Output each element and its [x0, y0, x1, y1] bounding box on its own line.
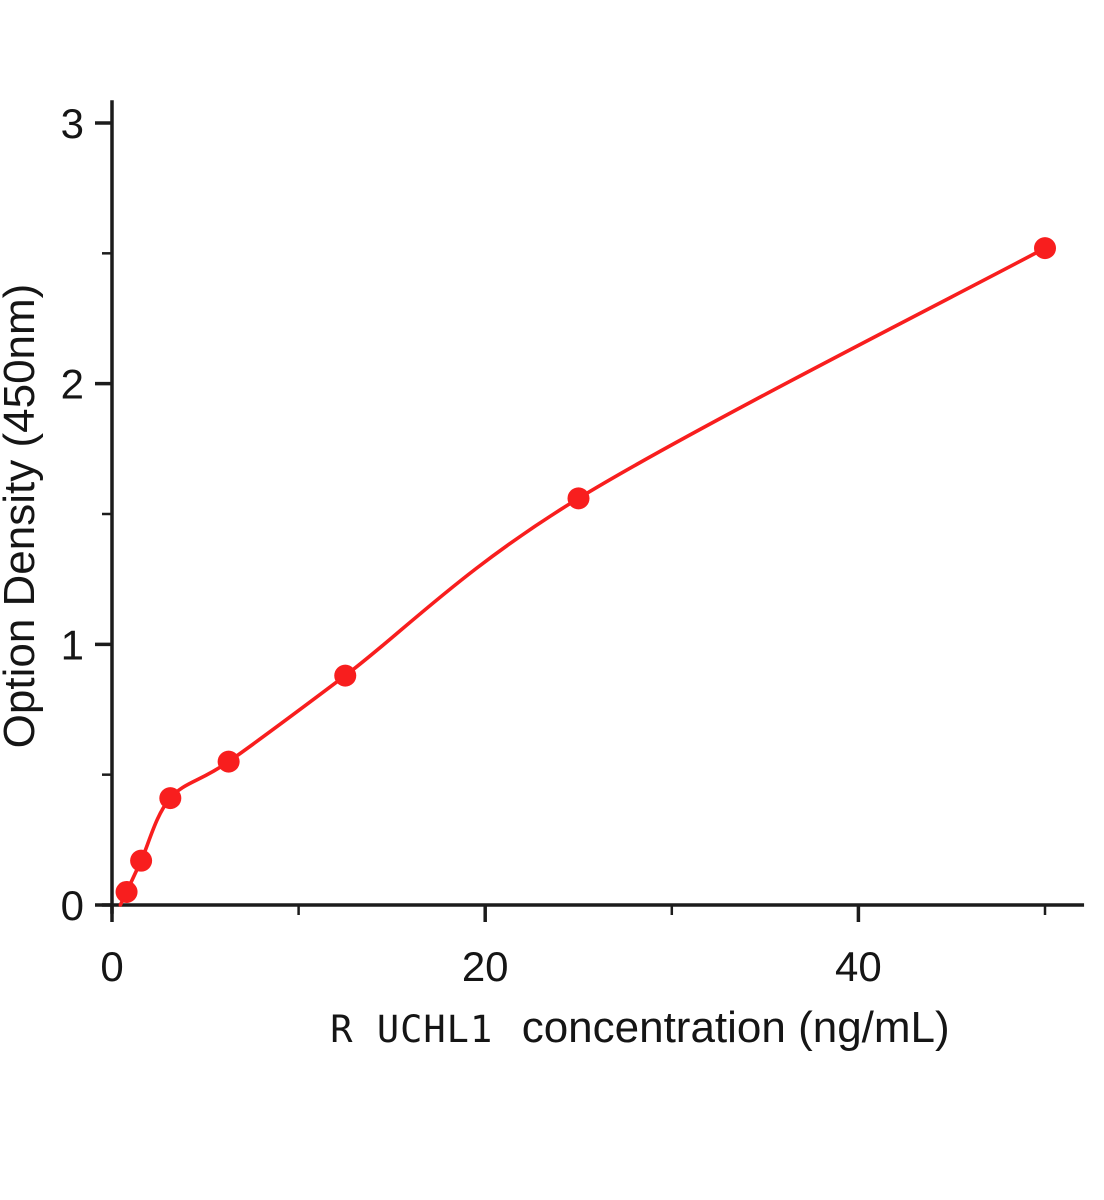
y-tick-label: 1: [61, 621, 84, 668]
data-point: [115, 880, 138, 903]
fit-curve: [118, 246, 1047, 907]
data-point: [334, 664, 357, 687]
data-point: [217, 750, 240, 773]
data-point: [567, 487, 590, 510]
x-axis-title: R UCHL1 concentration (ng/mL): [330, 1003, 949, 1052]
data-point: [1034, 237, 1056, 260]
y-tick-label: 2: [61, 361, 84, 408]
x-axis-title-main: concentration (ng/mL): [522, 1003, 950, 1052]
series-layer: [115, 237, 1056, 907]
x-tick-label: 40: [835, 943, 882, 990]
axes: 0 20 40 0 1 2 3: [61, 100, 1085, 990]
y-tick-label: 3: [61, 100, 84, 147]
data-point: [130, 849, 153, 872]
data-point: [159, 787, 182, 810]
x-tick-label: 0: [100, 943, 123, 990]
y-axis-title: Option Density (450nm): [0, 284, 44, 749]
x-axis-title-prefix: R UCHL1: [330, 1008, 493, 1051]
x-tick-label: 20: [462, 943, 509, 990]
y-tick-label: 0: [61, 882, 84, 929]
